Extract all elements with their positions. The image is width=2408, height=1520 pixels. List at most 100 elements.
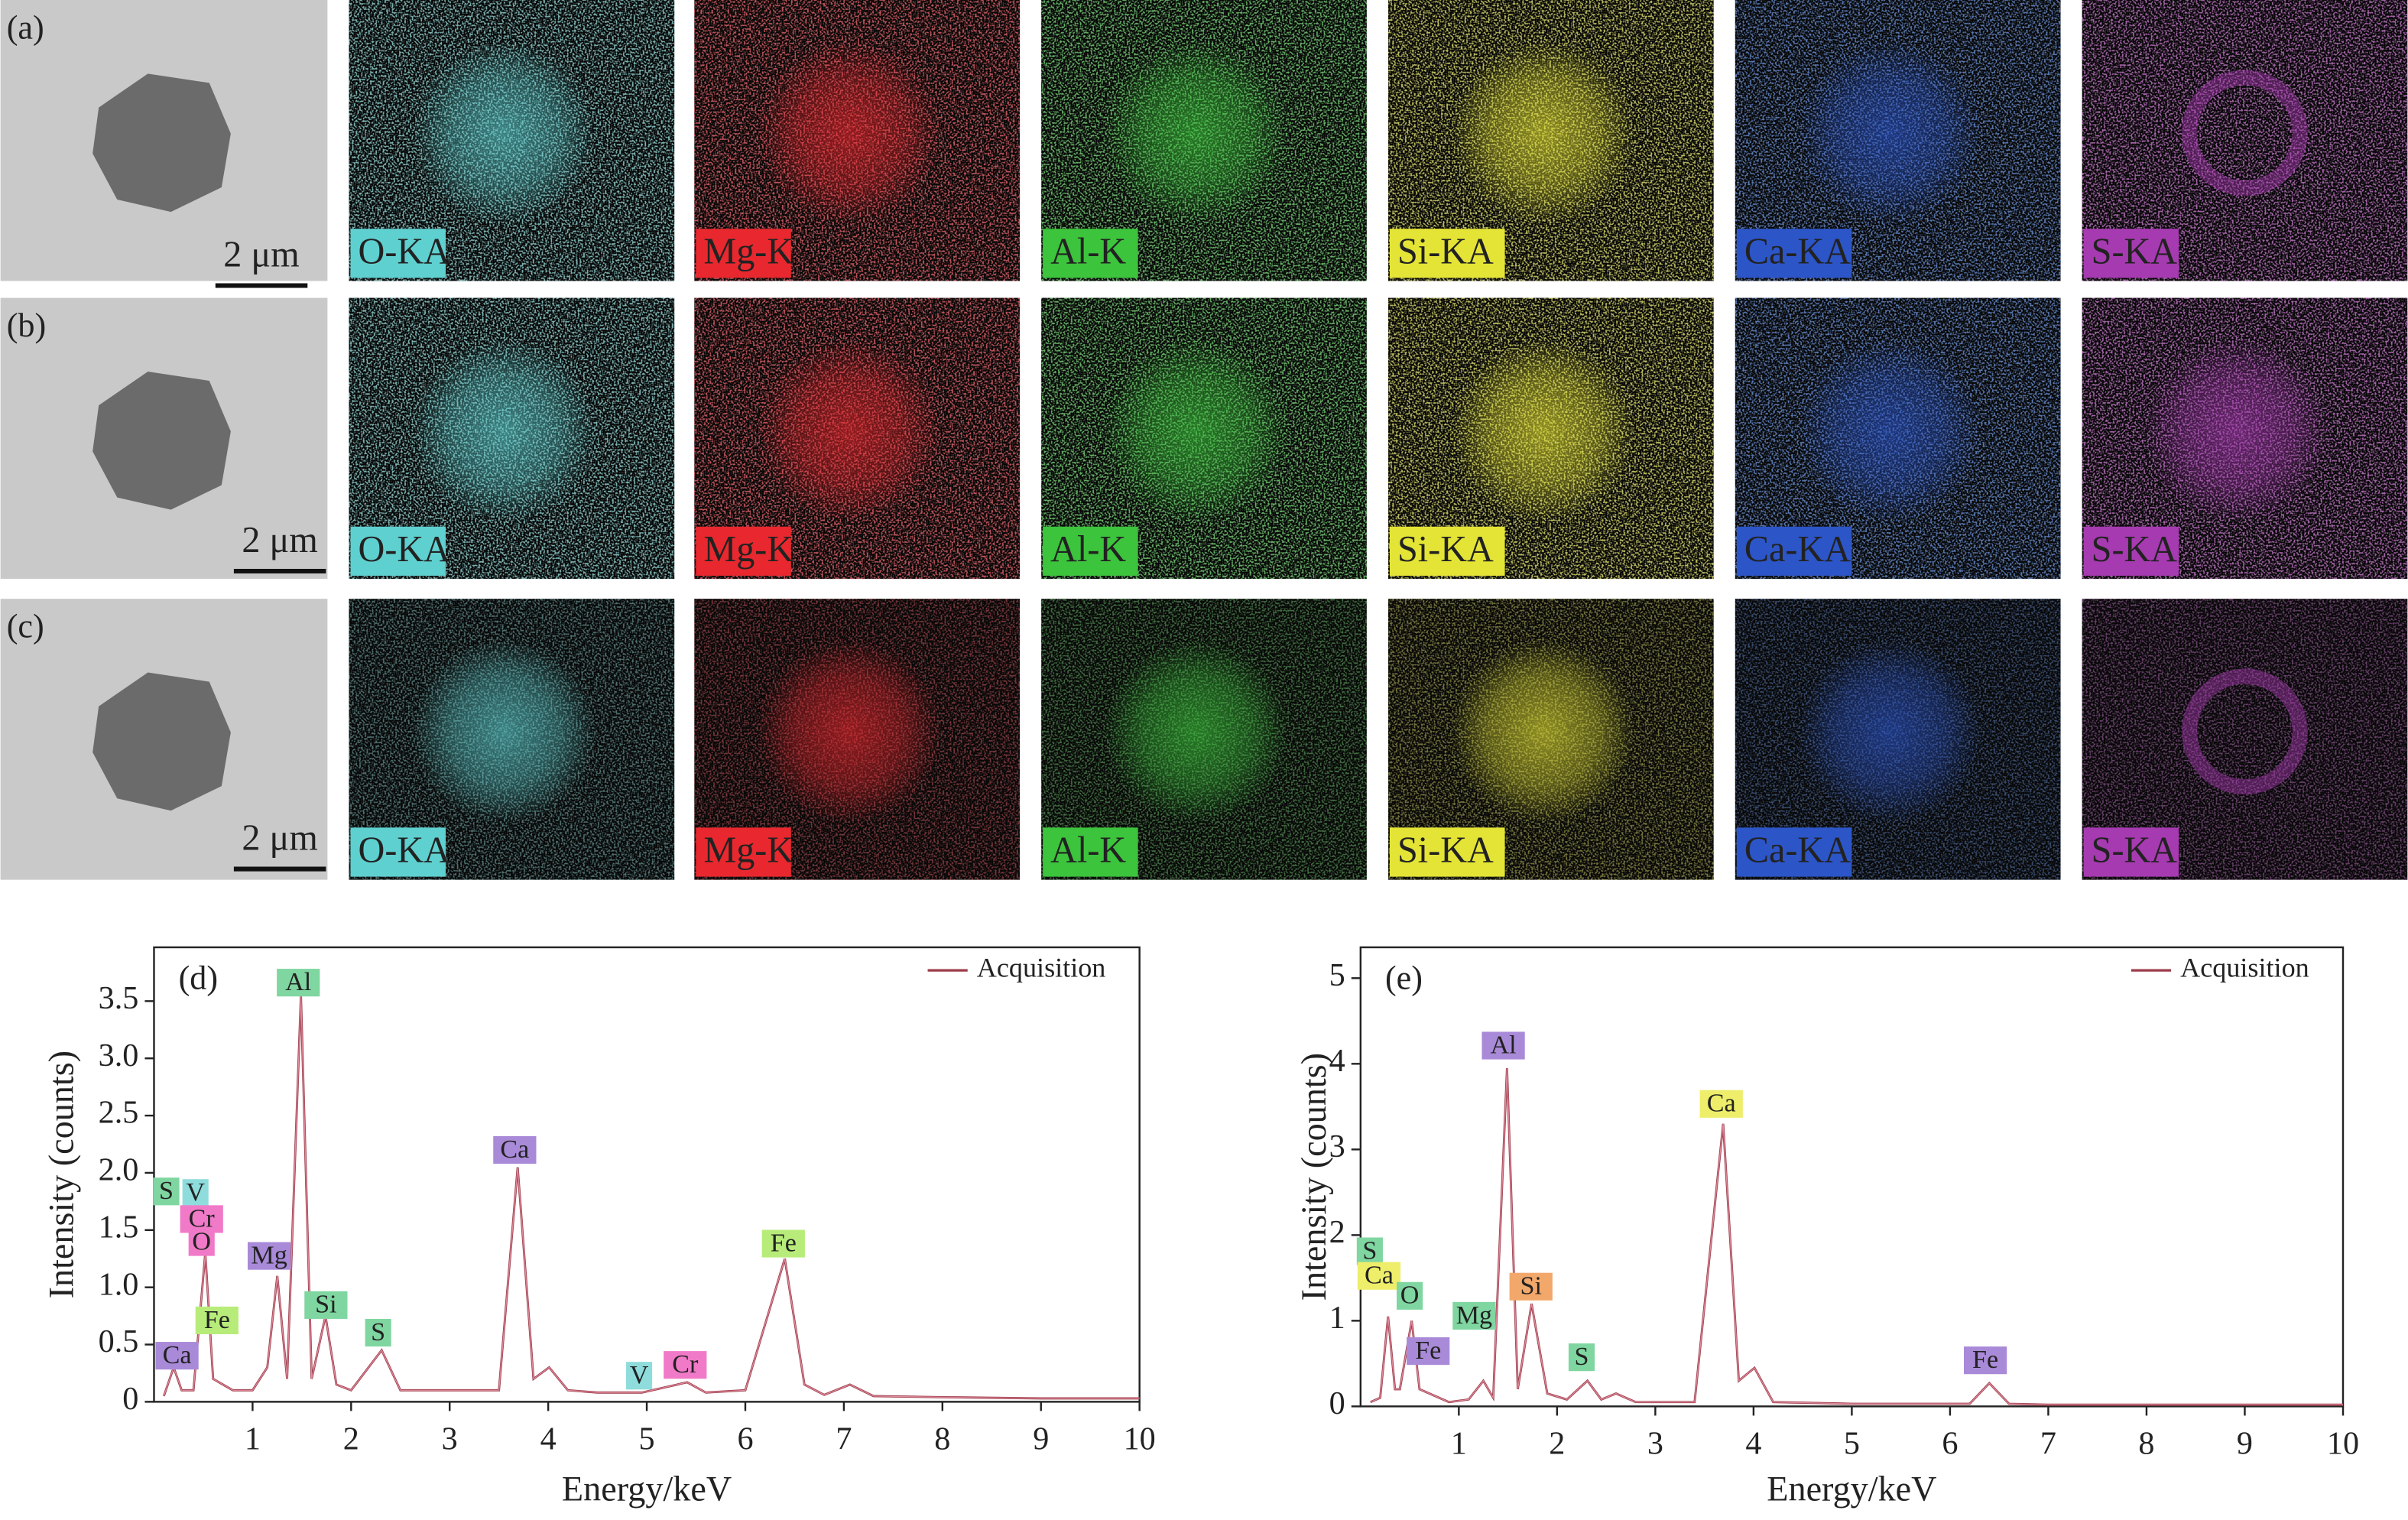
map-label-box bbox=[1736, 526, 1852, 576]
x-tick-label: 9 bbox=[1033, 1421, 1049, 1457]
particle bbox=[92, 73, 231, 213]
map-label-box bbox=[696, 827, 791, 877]
y-tick-label: 1.5 bbox=[99, 1209, 139, 1245]
map-label-box bbox=[350, 827, 446, 877]
map-label: Ca-KA bbox=[1744, 830, 1851, 871]
x-tick-label: 8 bbox=[934, 1421, 950, 1457]
peak-label-box bbox=[1407, 1337, 1450, 1366]
y-tick-label: 2.0 bbox=[99, 1152, 139, 1188]
peak-label-box bbox=[182, 1179, 209, 1207]
peak-label-box bbox=[1509, 1272, 1553, 1301]
peak-label-box bbox=[1568, 1343, 1595, 1372]
peak-label: Cr bbox=[189, 1204, 216, 1233]
x-tick-label: 10 bbox=[2327, 1425, 2359, 1461]
map-label: Ca-KA bbox=[1744, 231, 1851, 271]
map-blob bbox=[2144, 338, 2329, 523]
peak-label-box bbox=[188, 1228, 215, 1256]
scale-bar-label: 2 μm bbox=[242, 520, 317, 560]
particle bbox=[92, 672, 231, 811]
peak-label: V bbox=[630, 1361, 649, 1389]
peak-label: Fe bbox=[1415, 1336, 1441, 1365]
peak-label: O bbox=[1400, 1281, 1420, 1310]
map-label-box bbox=[1043, 229, 1138, 278]
x-tick-label: 7 bbox=[836, 1421, 852, 1457]
map-label: Al-K bbox=[1050, 830, 1126, 871]
map-blob bbox=[757, 338, 942, 523]
map-label: S-KA bbox=[2092, 830, 2178, 871]
x-tick-label: 2 bbox=[343, 1421, 359, 1457]
y-tick-label: 1.0 bbox=[99, 1266, 139, 1302]
peak-label-box bbox=[1481, 1031, 1525, 1060]
x-tick-label: 10 bbox=[1124, 1421, 1156, 1457]
map-blob bbox=[1451, 639, 1636, 824]
panel-label: (d) bbox=[179, 959, 219, 996]
x-tick-label: 3 bbox=[1647, 1425, 1663, 1461]
peak-label: Fe bbox=[1972, 1346, 1998, 1374]
map-blob bbox=[1451, 338, 1636, 523]
map-label-box bbox=[1736, 827, 1852, 877]
y-tick-label: 3.0 bbox=[99, 1038, 139, 1073]
map-blob bbox=[1104, 338, 1289, 523]
map-label-box bbox=[1389, 827, 1505, 877]
peak-label: Ca bbox=[500, 1135, 529, 1164]
map-label-box bbox=[350, 526, 446, 576]
panel-label: (e) bbox=[1385, 959, 1423, 996]
x-tick-label: 5 bbox=[1844, 1425, 1860, 1461]
peak-label: Ca bbox=[1707, 1090, 1736, 1118]
y-tick-label: 0 bbox=[122, 1381, 138, 1417]
map-label-box bbox=[2083, 827, 2179, 877]
peak-label: Si bbox=[315, 1291, 336, 1319]
peak-label-box bbox=[493, 1135, 537, 1164]
peak-label-box bbox=[247, 1242, 291, 1270]
scale-bar-label: 2 μm bbox=[242, 817, 317, 858]
x-axis-label: Energy/keV bbox=[562, 1469, 732, 1508]
peak-label-box bbox=[1397, 1281, 1423, 1310]
map-label-box bbox=[1389, 229, 1505, 278]
peak-label-box bbox=[1964, 1346, 2007, 1375]
panel-label: (b) bbox=[7, 307, 47, 344]
peak-label: Mg bbox=[1456, 1301, 1492, 1330]
map-label: Al-K bbox=[1050, 529, 1126, 570]
legend-label: Acquisition bbox=[977, 952, 1106, 982]
x-tick-label: 7 bbox=[2040, 1425, 2056, 1461]
map-label: Mg-K bbox=[703, 830, 793, 871]
map-blob bbox=[411, 41, 596, 226]
y-tick-label: 0.5 bbox=[99, 1324, 139, 1359]
x-axis-label: Energy/keV bbox=[1767, 1469, 1936, 1508]
peak-label-box bbox=[1356, 1237, 1383, 1265]
spectrum-line-fill bbox=[163, 995, 1140, 1399]
y-tick-label: 1 bbox=[1329, 1300, 1345, 1336]
panel-label: (c) bbox=[7, 607, 44, 645]
map-label: Si-KA bbox=[1397, 231, 1494, 271]
map-label: Si-KA bbox=[1397, 529, 1494, 570]
spectrum-line-fill bbox=[1370, 1067, 2343, 1405]
map-blob bbox=[757, 41, 942, 226]
map-label: O-KA bbox=[359, 529, 451, 570]
map-label-box bbox=[2083, 526, 2179, 576]
x-tick-label: 6 bbox=[1942, 1425, 1958, 1461]
map-blob bbox=[1104, 639, 1289, 824]
peak-label: Cr bbox=[672, 1350, 699, 1379]
map-label-box bbox=[1736, 229, 1852, 278]
y-tick-label: 5 bbox=[1329, 957, 1345, 993]
x-tick-label: 9 bbox=[2237, 1425, 2253, 1461]
peak-label: Ca bbox=[163, 1341, 192, 1369]
peak-label-box bbox=[761, 1229, 805, 1258]
y-tick-label: 2 bbox=[1329, 1214, 1345, 1250]
y-tick-label: 4 bbox=[1329, 1043, 1345, 1079]
map-label: Al-K bbox=[1050, 231, 1126, 271]
peak-label: Ca bbox=[1365, 1262, 1394, 1290]
map-label: Mg-K bbox=[703, 231, 793, 271]
map-label: S-KA bbox=[2092, 231, 2178, 271]
peak-label-box bbox=[304, 1291, 348, 1319]
x-tick-label: 8 bbox=[2138, 1425, 2154, 1461]
map-blob bbox=[1798, 41, 1983, 226]
peak-label: S bbox=[1362, 1236, 1377, 1265]
map-label-box bbox=[696, 229, 791, 278]
peak-label: V bbox=[186, 1178, 205, 1207]
x-tick-label: 1 bbox=[245, 1421, 261, 1457]
peak-label: Al bbox=[285, 968, 311, 996]
peak-label: Mg bbox=[251, 1241, 287, 1269]
